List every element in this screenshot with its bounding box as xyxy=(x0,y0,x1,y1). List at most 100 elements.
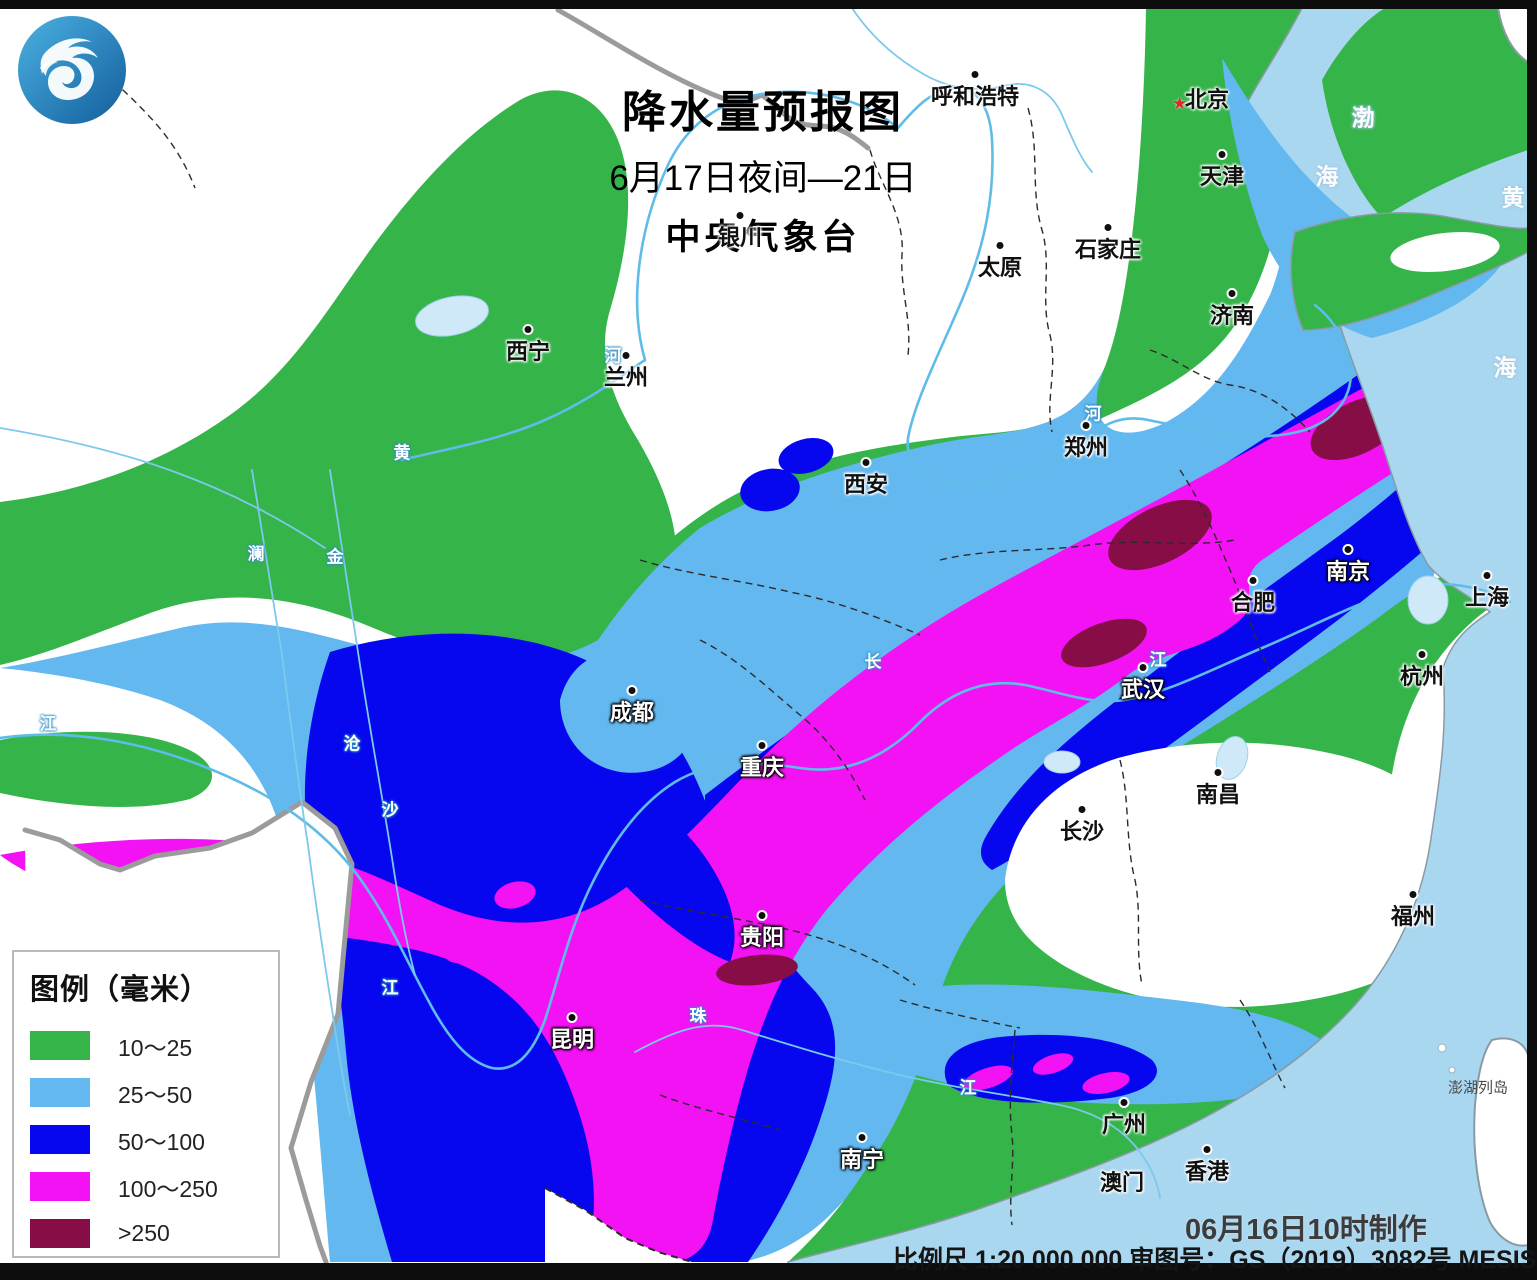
city-marker-icon xyxy=(996,242,1004,249)
city-label: 香港 xyxy=(1185,1146,1229,1183)
city-name: 南宁 xyxy=(839,1147,885,1172)
city-label: 呼和浩特 xyxy=(930,71,1020,109)
city-name: 石家庄 xyxy=(1074,237,1142,262)
city-name: 济南 xyxy=(1209,303,1255,328)
river-label: 珠 xyxy=(689,1006,707,1026)
legend-row: 10～25 xyxy=(30,1022,278,1069)
city-name: 西宁 xyxy=(505,339,551,364)
city-marker-icon xyxy=(1218,151,1226,158)
city-name: 太原 xyxy=(977,255,1023,280)
legend-color-swatch xyxy=(30,1219,90,1248)
city-marker-icon xyxy=(1214,769,1222,776)
city-marker-icon xyxy=(858,1134,866,1141)
city-marker-icon xyxy=(1249,577,1257,584)
city-marker-icon xyxy=(1120,1099,1128,1106)
city-marker-icon xyxy=(568,1014,576,1021)
city-marker-icon xyxy=(628,687,636,694)
city-label: 昆明 xyxy=(549,1014,595,1052)
province-border-layer xyxy=(54,39,1311,1226)
legend-range-label: >250 xyxy=(118,1220,170,1246)
city-name: 昆明 xyxy=(549,1027,595,1052)
city-label: 南昌 xyxy=(1195,769,1241,807)
frame-top xyxy=(0,0,1537,9)
city-marker-icon xyxy=(1344,546,1352,553)
city-name: 郑州 xyxy=(1063,435,1109,460)
map-title: 降水量预报图 xyxy=(621,88,904,137)
forecast-period: 6月17日夜间—21日 xyxy=(609,159,917,198)
legend-range-label: 25～50 xyxy=(118,1081,193,1108)
river-label: 江 xyxy=(1149,650,1167,670)
city-label: 天津 xyxy=(1199,151,1245,189)
city-marker-icon xyxy=(1172,91,1187,113)
city-label: 成都 xyxy=(610,687,654,724)
legend-row: 100～250 xyxy=(30,1163,278,1210)
sea-label: 海 xyxy=(1493,354,1517,381)
river-label: 江 xyxy=(381,978,399,998)
city-marker-icon xyxy=(1228,290,1236,297)
map-scale-and-approval: 比例尺 1:20 000 000 审图号：GS（2019）3082号 MESIS… xyxy=(893,1246,1537,1274)
city-label: 武汉 xyxy=(1120,664,1166,702)
city-marker-icon xyxy=(1104,224,1112,231)
river-label: 江 xyxy=(39,714,57,734)
city-marker-icon xyxy=(622,352,630,359)
city-label: 西安 xyxy=(843,459,889,497)
city-marker-icon xyxy=(1082,422,1090,429)
legend-color-swatch xyxy=(30,1125,90,1154)
city-name: 南昌 xyxy=(1195,782,1241,807)
city-label: 银川 xyxy=(717,212,763,250)
city-name: 杭州 xyxy=(1399,664,1445,689)
sea-label: 黄 xyxy=(1501,184,1525,211)
city-name: 澎湖列岛 xyxy=(1447,1079,1509,1097)
legend-row: >250 xyxy=(30,1210,278,1257)
city-name: 天津 xyxy=(1199,164,1245,189)
agency-name: 中央气象台 xyxy=(665,218,861,257)
river-label: 长 xyxy=(864,652,882,672)
legend-row: 25～50 xyxy=(30,1069,278,1116)
city-marker-icon xyxy=(1418,651,1426,658)
city-marker-icon xyxy=(736,212,744,219)
river-label: 黄 xyxy=(393,443,411,463)
city-label: 南宁 xyxy=(839,1134,885,1172)
city-name: 上海 xyxy=(1464,585,1510,610)
river-label: 江 xyxy=(959,1078,977,1098)
city-name: 澳门 xyxy=(1099,1170,1145,1195)
city-label: 贵阳 xyxy=(739,912,785,950)
city-name: 西安 xyxy=(843,472,889,497)
city-name: 呼和浩特 xyxy=(930,84,1020,109)
precipitation-layer xyxy=(0,8,1528,1262)
river-label: 澜 xyxy=(247,544,265,564)
city-marker-icon xyxy=(862,459,870,466)
city-name: 银川 xyxy=(717,225,763,250)
city-name: 贵阳 xyxy=(739,925,785,950)
city-label: 重庆 xyxy=(739,742,785,780)
river-label: 沙 xyxy=(381,800,399,820)
sea-label: 渤 xyxy=(1351,104,1375,131)
city-name: 重庆 xyxy=(739,755,785,780)
legend-range-label: 100～250 xyxy=(118,1175,218,1202)
frame-right xyxy=(1527,0,1537,1280)
city-label: 南京 xyxy=(1325,546,1371,584)
city-name: 武汉 xyxy=(1120,677,1166,702)
city-label: 郑州 xyxy=(1063,422,1109,460)
city-label: 西宁 xyxy=(505,326,551,364)
city-name: 南京 xyxy=(1325,559,1371,584)
city-label: 澎湖列岛 xyxy=(1448,1081,1508,1096)
city-marker-icon xyxy=(1483,572,1491,579)
city-label: 合肥 xyxy=(1231,577,1275,614)
map-title-block: 降水量预报图 6月17日夜间—21日 中央气象台 xyxy=(609,76,916,260)
city-label: 澳门 xyxy=(1100,1172,1144,1194)
city-name: 广州 xyxy=(1101,1112,1147,1137)
legend-color-swatch xyxy=(30,1172,90,1201)
city-label: 上海 xyxy=(1464,572,1510,610)
river-label: 河 xyxy=(1084,404,1102,424)
legend-range-label: 10～25 xyxy=(118,1034,193,1061)
city-label: 广州 xyxy=(1101,1099,1147,1137)
city-label: 长沙 xyxy=(1060,806,1104,843)
cma-logo-icon xyxy=(18,16,126,124)
city-marker-icon xyxy=(1203,1146,1211,1153)
city-marker-icon xyxy=(758,912,766,919)
legend-row: 50～100 xyxy=(30,1116,278,1163)
river-layer xyxy=(0,7,1512,1199)
